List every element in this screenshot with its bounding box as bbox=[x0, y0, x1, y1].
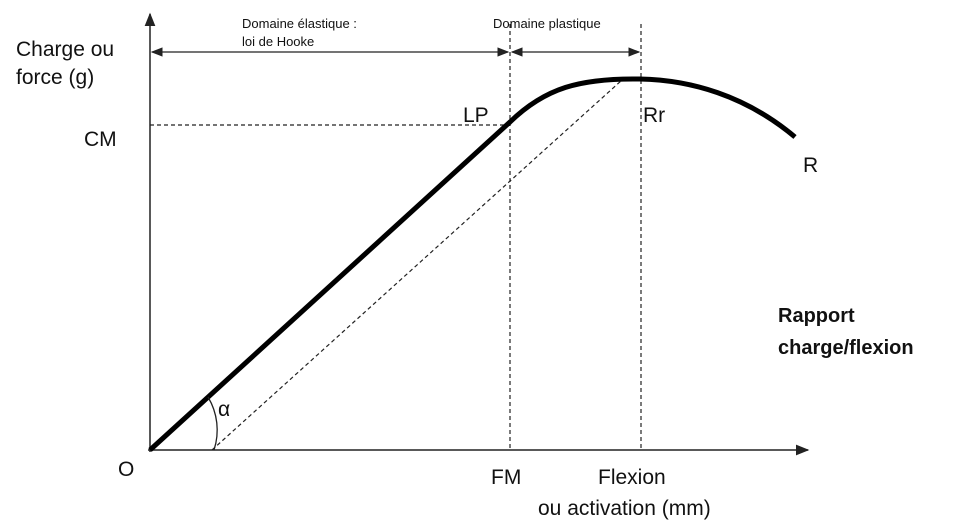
y-axis-label: Charge ou bbox=[16, 38, 114, 61]
load-curve bbox=[148, 76, 797, 452]
plastic-label: Domaine plastique bbox=[493, 16, 601, 31]
r-label: R bbox=[803, 154, 818, 177]
lp-label: LP bbox=[463, 104, 489, 127]
cm-label: CM bbox=[84, 128, 117, 151]
angle-label: α bbox=[218, 398, 230, 421]
legend-title: charge/flexion bbox=[778, 337, 914, 359]
origin-label: O bbox=[118, 458, 134, 481]
fm-label: FM bbox=[491, 466, 521, 489]
legend-title: Rapport bbox=[778, 305, 855, 327]
y-axis-label: force (g) bbox=[16, 66, 94, 89]
angle-arc bbox=[207, 396, 218, 451]
rr-label: Rr bbox=[643, 104, 665, 127]
x-axis-label: Flexion bbox=[598, 466, 666, 489]
x-axis-label: ou activation (mm) bbox=[538, 497, 711, 520]
elastic-label: Domaine élastique : bbox=[242, 16, 357, 31]
elastic-label: loi de Hooke bbox=[242, 34, 314, 49]
unload-line bbox=[211, 79, 623, 451]
